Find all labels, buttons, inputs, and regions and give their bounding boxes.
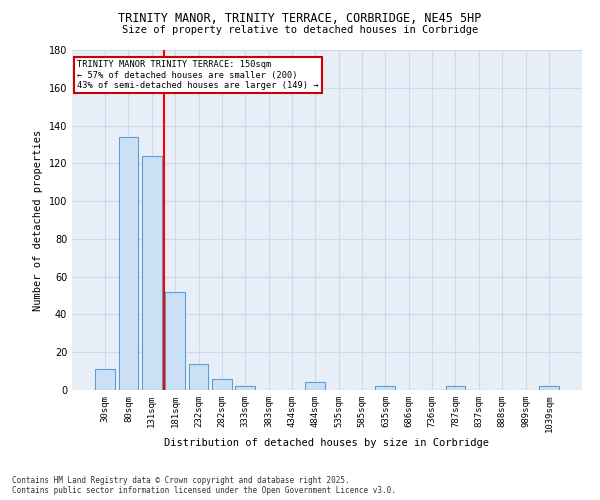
- Bar: [142, 156, 162, 390]
- Bar: [95, 369, 115, 390]
- Text: TRINITY MANOR TRINITY TERRACE: 150sqm
← 57% of detached houses are smaller (200): TRINITY MANOR TRINITY TERRACE: 150sqm ← …: [77, 60, 319, 90]
- Text: Size of property relative to detached houses in Corbridge: Size of property relative to detached ho…: [122, 25, 478, 35]
- Y-axis label: Number of detached properties: Number of detached properties: [33, 130, 43, 310]
- Bar: [235, 386, 255, 390]
- Text: TRINITY MANOR, TRINITY TERRACE, CORBRIDGE, NE45 5HP: TRINITY MANOR, TRINITY TERRACE, CORBRIDG…: [118, 12, 482, 26]
- Bar: [165, 292, 185, 390]
- Bar: [212, 378, 232, 390]
- Bar: [188, 364, 208, 390]
- Bar: [376, 386, 395, 390]
- X-axis label: Distribution of detached houses by size in Corbridge: Distribution of detached houses by size …: [164, 438, 490, 448]
- Text: Contains HM Land Registry data © Crown copyright and database right 2025.: Contains HM Land Registry data © Crown c…: [12, 476, 350, 485]
- Bar: [446, 386, 466, 390]
- Bar: [305, 382, 325, 390]
- Bar: [119, 137, 139, 390]
- Bar: [539, 386, 559, 390]
- Text: Contains public sector information licensed under the Open Government Licence v3: Contains public sector information licen…: [12, 486, 396, 495]
